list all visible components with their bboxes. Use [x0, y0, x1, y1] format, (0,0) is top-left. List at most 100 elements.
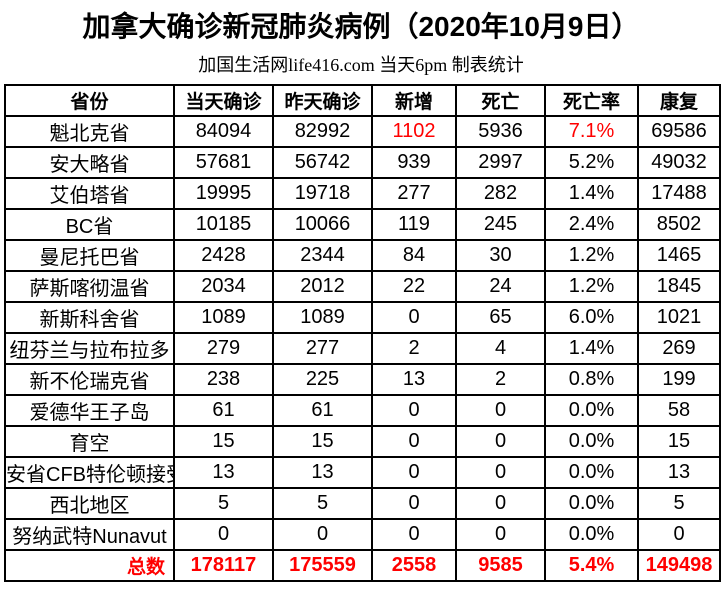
- page-subtitle: 加国生活网life416.com 当天6pm 制表统计: [198, 55, 524, 75]
- cell-recovered: 269: [637, 332, 721, 365]
- cell-today-confirmed: 0: [173, 518, 274, 551]
- cell-deaths: 282: [455, 177, 546, 210]
- cell-yesterday-confirmed: 225: [272, 363, 373, 396]
- cell-today-confirmed: 13: [173, 456, 274, 489]
- total-death-rate: 5.4%: [544, 549, 639, 582]
- cell-death-rate: 5.2%: [544, 146, 639, 179]
- cell-today-confirmed: 2428: [173, 239, 274, 272]
- cell-recovered: 15: [637, 425, 721, 458]
- cell-death-rate: 7.1%: [544, 115, 639, 148]
- cell-death-rate: 1.4%: [544, 177, 639, 210]
- cell-recovered: 0: [637, 518, 721, 551]
- cell-death-rate: 1.2%: [544, 270, 639, 303]
- cell-new-cases: 277: [371, 177, 457, 210]
- table-row-nova-scotia: 新斯科舍省 1089 1089 0 65 6.0% 1021: [4, 301, 721, 334]
- table-row-yukon: 育空 15 15 0 0 0.0% 15: [4, 425, 721, 458]
- cell-today-confirmed: 19995: [173, 177, 274, 210]
- cell-today-confirmed: 61: [173, 394, 274, 427]
- cell-recovered: 5: [637, 487, 721, 520]
- cell-province: 安省CFB特伦顿接受隔离: [4, 456, 175, 489]
- cell-deaths: 24: [455, 270, 546, 303]
- cell-today-confirmed: 15: [173, 425, 274, 458]
- cell-new-cases: 13: [371, 363, 457, 396]
- total-recovered: 149498: [637, 549, 721, 582]
- cell-deaths: 5936: [455, 115, 546, 148]
- cell-yesterday-confirmed: 0: [272, 518, 373, 551]
- cell-death-rate: 0.0%: [544, 456, 639, 489]
- cell-recovered: 13: [637, 456, 721, 489]
- cell-recovered: 17488: [637, 177, 721, 210]
- cell-province: 育空: [4, 425, 175, 458]
- cell-recovered: 199: [637, 363, 721, 396]
- total-row: 总数 178117 175559 2558 9585 5.4% 149498: [4, 549, 721, 582]
- table-row-bc: BC省 10185 10066 119 245 2.4% 8502: [4, 208, 721, 241]
- cell-recovered: 69586: [637, 115, 721, 148]
- cell-new-cases: 0: [371, 301, 457, 334]
- cell-province: BC省: [4, 208, 175, 241]
- cell-deaths: 245: [455, 208, 546, 241]
- table-row-cfb-trenton: 安省CFB特伦顿接受隔离 13 13 0 0 0.0% 13: [4, 456, 721, 489]
- cell-province: 曼尼托巴省: [4, 239, 175, 272]
- cell-yesterday-confirmed: 13: [272, 456, 373, 489]
- cell-new-cases: 0: [371, 518, 457, 551]
- cell-recovered: 1021: [637, 301, 721, 334]
- cell-deaths: 0: [455, 487, 546, 520]
- cell-new-cases: 0: [371, 425, 457, 458]
- table-row-saskatchewan: 萨斯喀彻温省 2034 2012 22 24 1.2% 1845: [4, 270, 721, 303]
- cell-province: 爱德华王子岛: [4, 394, 175, 427]
- cell-recovered: 1465: [637, 239, 721, 272]
- cell-new-cases: 0: [371, 394, 457, 427]
- table-row-newfoundland: 纽芬兰与拉布拉多 279 277 2 4 1.4% 269: [4, 332, 721, 365]
- cell-deaths: 0: [455, 456, 546, 489]
- cell-today-confirmed: 238: [173, 363, 274, 396]
- cell-today-confirmed: 57681: [173, 146, 274, 179]
- cell-province: 努纳武特Nunavut: [4, 518, 175, 551]
- cell-death-rate: 0.0%: [544, 487, 639, 520]
- header-row: 省份 当天确诊 昨天确诊 新增 死亡 死亡率 康复: [4, 84, 721, 117]
- cell-recovered: 49032: [637, 146, 721, 179]
- table-row-new-brunswick: 新不伦瑞克省 238 225 13 2 0.8% 199: [4, 363, 721, 396]
- header-new-cases: 新增: [371, 84, 457, 117]
- cell-province: 纽芬兰与拉布拉多: [4, 332, 175, 365]
- cell-province: 萨斯喀彻温省: [4, 270, 175, 303]
- total-deaths: 9585: [455, 549, 546, 582]
- cell-death-rate: 1.4%: [544, 332, 639, 365]
- cell-yesterday-confirmed: 2344: [272, 239, 373, 272]
- page-title: 加拿大确诊新冠肺炎病例（2020年10月9日）: [82, 11, 640, 42]
- cell-today-confirmed: 5: [173, 487, 274, 520]
- table-row-manitoba: 曼尼托巴省 2428 2344 84 30 1.2% 1465: [4, 239, 721, 272]
- cell-yesterday-confirmed: 15: [272, 425, 373, 458]
- cell-deaths: 2: [455, 363, 546, 396]
- cell-yesterday-confirmed: 82992: [272, 115, 373, 148]
- cell-yesterday-confirmed: 1089: [272, 301, 373, 334]
- table-row-quebec: 魁北克省 84094 82992 1102 5936 7.1% 69586: [4, 115, 721, 148]
- table-row-pei: 爱德华王子岛 61 61 0 0 0.0% 58: [4, 394, 721, 427]
- cell-new-cases: 0: [371, 456, 457, 489]
- cell-yesterday-confirmed: 56742: [272, 146, 373, 179]
- cell-deaths: 30: [455, 239, 546, 272]
- cell-new-cases: 939: [371, 146, 457, 179]
- cell-new-cases: 2: [371, 332, 457, 365]
- cell-province: 新不伦瑞克省: [4, 363, 175, 396]
- cell-yesterday-confirmed: 19718: [272, 177, 373, 210]
- cell-recovered: 8502: [637, 208, 721, 241]
- cell-new-cases: 0: [371, 487, 457, 520]
- cell-death-rate: 0.0%: [544, 394, 639, 427]
- cell-new-cases: 1102: [371, 115, 457, 148]
- total-new-cases: 2558: [371, 549, 457, 582]
- cell-yesterday-confirmed: 61: [272, 394, 373, 427]
- cell-death-rate: 1.2%: [544, 239, 639, 272]
- cell-recovered: 58: [637, 394, 721, 427]
- cell-province: 西北地区: [4, 487, 175, 520]
- cell-province: 魁北克省: [4, 115, 175, 148]
- header-yesterday-confirmed: 昨天确诊: [272, 84, 373, 117]
- cell-today-confirmed: 2034: [173, 270, 274, 303]
- header-province: 省份: [4, 84, 175, 117]
- total-yesterday-confirmed: 175559: [272, 549, 373, 582]
- cell-death-rate: 0.0%: [544, 425, 639, 458]
- cell-deaths: 0: [455, 518, 546, 551]
- table-row-alberta: 艾伯塔省 19995 19718 277 282 1.4% 17488: [4, 177, 721, 210]
- cell-deaths: 4: [455, 332, 546, 365]
- table-row-ontario: 安大略省 57681 56742 939 2997 5.2% 49032: [4, 146, 721, 179]
- cell-recovered: 1845: [637, 270, 721, 303]
